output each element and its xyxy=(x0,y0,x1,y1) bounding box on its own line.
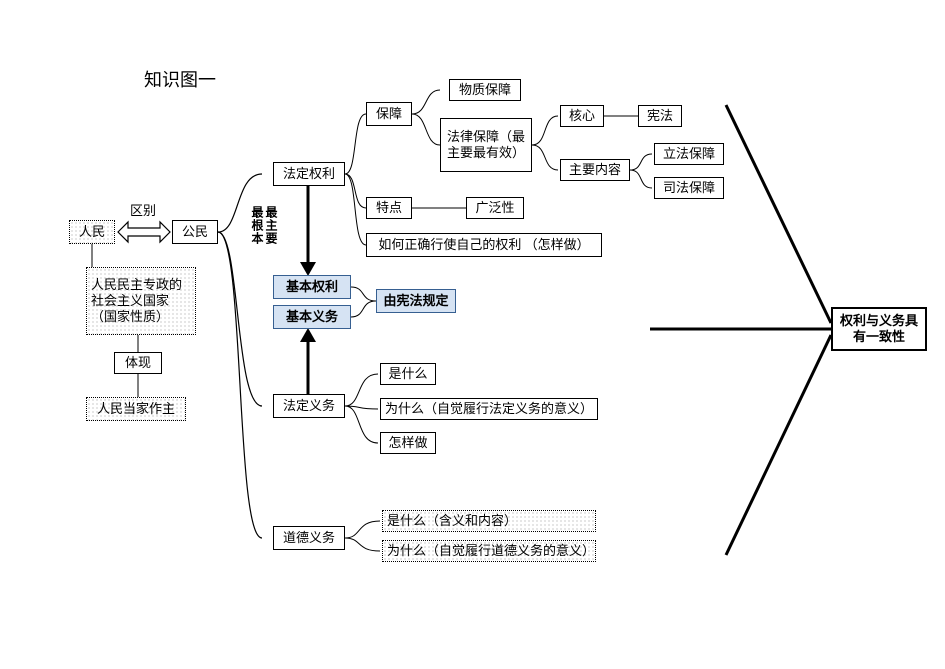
node-conclusion: 权利与义务具有一致性 xyxy=(831,307,927,351)
node-you-xianfa: 由宪法规定 xyxy=(376,289,456,313)
node-daode-yiwu: 道德义务 xyxy=(273,526,345,550)
node-daode-wei: 为什么（自觉履行道德义务的意义） xyxy=(382,540,596,562)
label-qubie: 区别 xyxy=(130,200,156,219)
node-hexin: 核心 xyxy=(560,105,604,127)
node-ruhe: 如何正确行使自己的权利 （怎样做） xyxy=(366,233,602,257)
arrow-down xyxy=(300,186,316,276)
label-zui-zhuyao: 最主要 xyxy=(263,206,280,245)
node-fading-yiwu: 法定义务 xyxy=(273,394,345,418)
node-tixian: 体现 xyxy=(114,352,162,374)
node-wuzhi: 物质保障 xyxy=(449,79,521,101)
node-sifa: 司法保障 xyxy=(654,177,724,199)
node-daode-shi: 是什么（含义和内容） xyxy=(382,510,596,532)
node-zhuyao-neirong: 主要内容 xyxy=(560,159,630,181)
node-guangfan: 广泛性 xyxy=(466,197,524,219)
node-weishenme: 为什么（自觉履行法定义务的意义） xyxy=(380,398,598,420)
node-dangjia: 人民当家作主 xyxy=(86,397,186,421)
node-tedian: 特点 xyxy=(366,197,412,219)
node-renmin: 人民 xyxy=(69,220,115,244)
node-shishenme: 是什么 xyxy=(380,363,436,385)
node-baozhang: 保障 xyxy=(366,102,412,126)
node-gongmin: 公民 xyxy=(172,220,218,244)
node-fading-quanli: 法定权利 xyxy=(273,162,345,186)
node-xianfa: 宪法 xyxy=(638,105,682,127)
node-jiben-yiwu: 基本义务 xyxy=(273,305,351,329)
double-arrow xyxy=(118,222,170,242)
node-guoxing: 人民民主专政的社会主义国家（国家性质） xyxy=(86,267,196,335)
node-lifa: 立法保障 xyxy=(654,143,724,165)
node-zenyang: 怎样做 xyxy=(380,432,436,454)
diagram-title: 知识图一 xyxy=(144,66,216,92)
node-falvbaozhang: 法律保障（最主要最有效） xyxy=(440,118,532,172)
arrow-up xyxy=(300,328,316,394)
node-jiben-quanli: 基本权利 xyxy=(273,275,351,299)
